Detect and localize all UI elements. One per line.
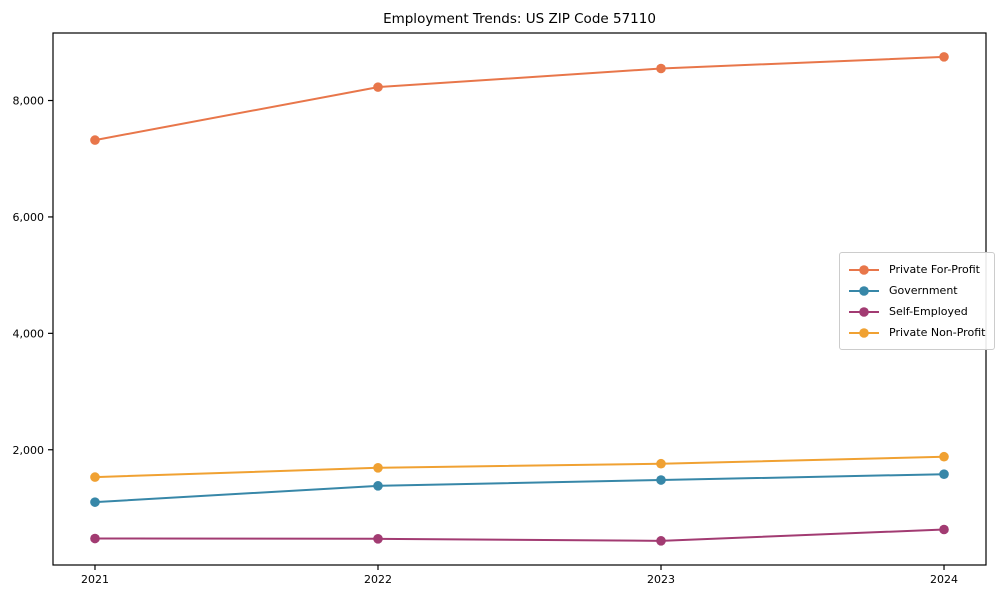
legend-item-label: Private For-Profit xyxy=(889,263,980,276)
data-point xyxy=(656,475,666,485)
data-point xyxy=(939,524,949,535)
y-tick-label: 2,000 xyxy=(13,444,45,457)
x-tick-label: 2022 xyxy=(364,573,392,586)
chart-title: Employment Trends: US ZIP Code 57110 xyxy=(383,11,656,27)
data-point xyxy=(90,497,100,507)
data-point xyxy=(656,536,666,546)
legend-marker-icon xyxy=(849,285,879,296)
x-tick-label: 2023 xyxy=(647,573,675,586)
data-point xyxy=(373,82,383,92)
data-point xyxy=(90,135,100,145)
data-point xyxy=(373,481,383,491)
legend-item-label: Government xyxy=(889,284,958,297)
data-point xyxy=(939,451,949,462)
legend-item: Self-Employed xyxy=(847,301,985,322)
legend-item: Private For-Profit xyxy=(847,259,985,280)
series-Private Non-Profit xyxy=(90,451,949,482)
data-point xyxy=(656,63,666,74)
series-Self-Employed xyxy=(90,524,949,546)
data-point xyxy=(939,469,949,479)
series-line xyxy=(94,528,945,542)
legend-item-label: Self-Employed xyxy=(889,305,968,318)
series-line xyxy=(94,473,945,504)
legend-item-label: Private Non-Profit xyxy=(889,326,986,339)
legend-marker-icon xyxy=(849,306,879,317)
data-point xyxy=(373,534,383,544)
series-line xyxy=(94,55,945,142)
data-point xyxy=(939,52,949,62)
legend: Private For-Profit Government Self-Employe… xyxy=(839,252,996,350)
data-point xyxy=(90,472,100,482)
legend-item: Private Non-Profit xyxy=(847,322,985,343)
x-tick-label: 2021 xyxy=(81,573,109,586)
y-tick-label: 4,000 xyxy=(13,327,45,340)
legend-item: Government xyxy=(847,280,985,301)
y-tick-label: 6,000 xyxy=(13,211,45,224)
series-Government xyxy=(90,469,949,507)
series-line xyxy=(94,455,945,479)
x-tick-label: 2024 xyxy=(930,573,958,586)
legend-marker-icon xyxy=(849,264,879,275)
data-point xyxy=(656,458,666,469)
data-point xyxy=(90,533,100,544)
series-Private For-Profit xyxy=(90,52,949,145)
data-point xyxy=(373,462,383,473)
legend-marker-icon xyxy=(849,327,879,338)
y-tick-label: 8,000 xyxy=(13,95,45,108)
